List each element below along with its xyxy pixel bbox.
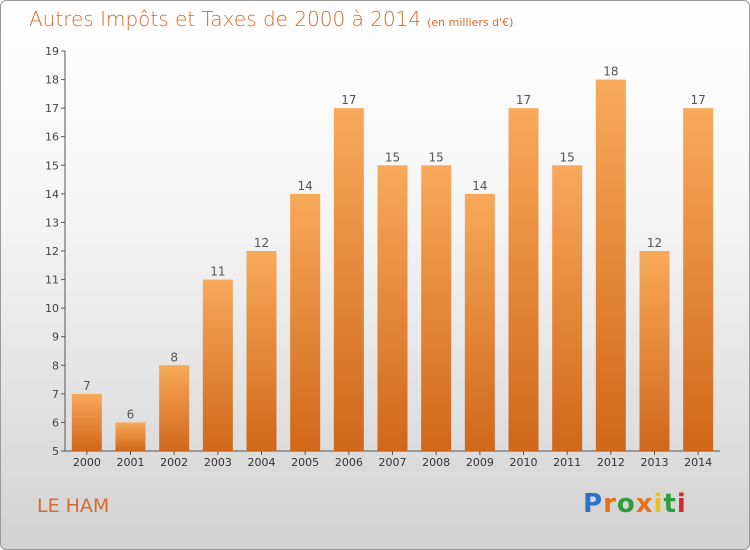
x-tick-label: 2010 [510, 456, 538, 469]
chart-bars: 7 6 8 11 12 14 17 15 15 14 17 15 18 12 17 [71, 65, 714, 452]
bar-value-label: 17 [341, 93, 356, 107]
logo-letter: r [603, 489, 617, 519]
bar [595, 79, 626, 452]
x-tick-label: 2006 [335, 456, 363, 469]
bar [683, 108, 714, 452]
bar [115, 422, 146, 451]
y-tick-label: 10 [45, 302, 59, 315]
x-tick-label: 2011 [553, 456, 581, 469]
x-tick-label: 2005 [291, 456, 319, 469]
x-tick-label: 2008 [422, 456, 450, 469]
bar [508, 108, 539, 452]
logo-letter: i [676, 489, 687, 519]
logo-letter: t [663, 489, 677, 519]
bar-value-label: 7 [83, 379, 91, 393]
bar-value-label: 14 [298, 179, 313, 193]
x-tick-label: 2012 [597, 456, 625, 469]
y-tick-label: 19 [45, 45, 59, 58]
bar-value-label: 15 [385, 150, 400, 164]
y-tick-label: 9 [52, 331, 59, 344]
bar-value-label: 15 [560, 150, 575, 164]
x-tick-label: 2001 [117, 456, 145, 469]
x-tick-label: 2014 [684, 456, 712, 469]
bar-value-label: 14 [472, 179, 487, 193]
bar [333, 108, 364, 452]
y-tick-label: 5 [52, 445, 59, 458]
x-tick-label: 2013 [641, 456, 669, 469]
x-tick-label: 2000 [73, 456, 101, 469]
bar-value-label: 6 [127, 407, 135, 421]
bar [464, 193, 495, 451]
y-tick-label: 8 [52, 359, 59, 372]
y-tick-label: 6 [52, 416, 59, 429]
bar-value-label: 17 [516, 93, 531, 107]
chart-axes: 5 6 7 8 9 10 11 12 13 14 15 16 17 18 19 2000 2001 2002 200… [45, 45, 720, 469]
bar [159, 365, 190, 451]
city-name: LE HAM [37, 495, 110, 517]
bar [290, 193, 321, 451]
bar-value-label: 11 [210, 265, 225, 279]
logo-letter: o [616, 489, 636, 519]
bar-value-label: 17 [691, 93, 706, 107]
x-tick-label: 2007 [379, 456, 407, 469]
bar-value-label: 12 [254, 236, 269, 250]
y-tick-label: 16 [45, 131, 59, 144]
bar-value-label: 8 [170, 350, 178, 364]
y-tick-label: 12 [45, 245, 59, 258]
logo-letter: x [635, 489, 654, 519]
y-tick-label: 14 [45, 188, 59, 201]
y-tick-label: 13 [45, 216, 59, 229]
bar [552, 165, 583, 452]
y-tick-label: 11 [45, 274, 59, 287]
x-tick-label: 2003 [204, 456, 232, 469]
x-tick-label: 2004 [248, 456, 276, 469]
y-tick-label: 7 [52, 388, 59, 401]
x-tick-label: 2009 [466, 456, 494, 469]
proxiti-logo[interactable]: Proxiti [583, 489, 687, 519]
y-tick-label: 15 [45, 159, 59, 172]
bar [71, 393, 102, 451]
bar [421, 165, 452, 452]
y-tick-label: 17 [45, 102, 59, 115]
x-tick-label: 2002 [160, 456, 188, 469]
bar [202, 279, 233, 451]
bar-value-label: 12 [647, 236, 662, 250]
chart-title: Autres Impôts et Taxes de 2000 à 2014 (en… [29, 7, 513, 31]
bar [639, 251, 670, 451]
bar-value-label: 18 [603, 65, 618, 79]
bar [246, 251, 277, 451]
bar [377, 165, 408, 452]
chart-title-unit: (en milliers d'€) [427, 16, 514, 29]
logo-letter: P [583, 489, 604, 519]
logo-letter: i [653, 489, 664, 519]
bar-value-label: 15 [429, 150, 444, 164]
chart-title-text: Autres Impôts et Taxes de 2000 à 2014 [29, 7, 422, 31]
y-tick-label: 18 [45, 74, 59, 87]
